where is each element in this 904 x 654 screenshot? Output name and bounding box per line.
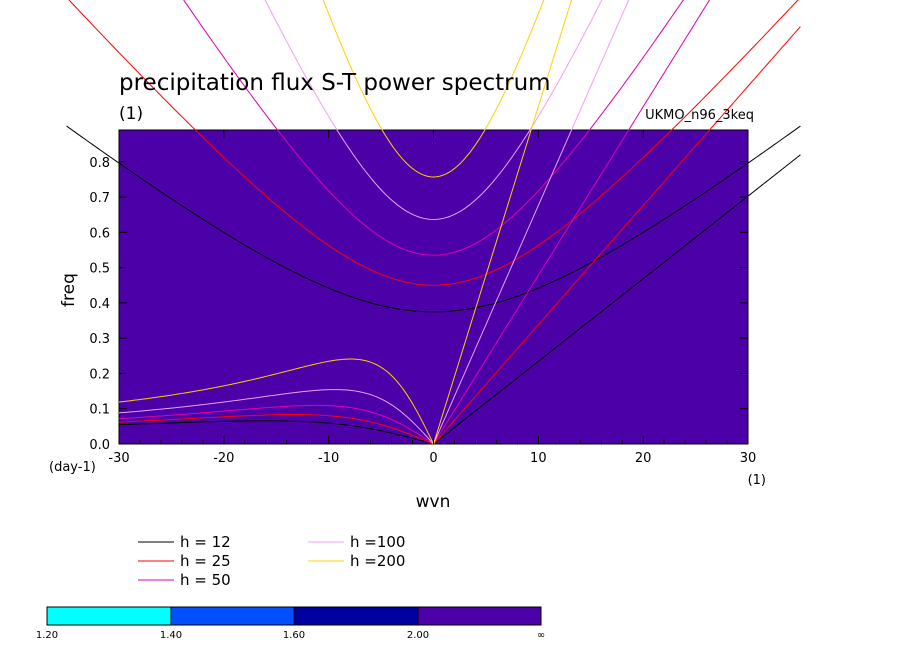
y-tick-label: 0.2 (89, 367, 110, 382)
colorbar-label: 2.00 (407, 630, 429, 641)
rossby-curve-h12 (118, 420, 434, 444)
y-units-label: (day-1) (49, 460, 96, 475)
colorbar-segment (170, 606, 295, 626)
y-tick-label: 0.6 (89, 226, 110, 241)
legend-label: h = 50 (180, 571, 231, 589)
y-tick-label: 0.5 (89, 262, 110, 277)
rossby-curve-h25 (118, 414, 434, 444)
colorbar-label: 1.20 (36, 630, 58, 641)
legend-label: h = 12 (180, 533, 231, 551)
inertia-gravity-curve-h200 (322, 0, 545, 178)
x-tick-label: 0 (429, 451, 437, 466)
inertia-gravity-curve-h100 (264, 0, 603, 220)
x-tick-label: -20 (213, 451, 234, 466)
rossby-curve-h200 (118, 358, 434, 444)
inertia-gravity-curve-h50 (183, 0, 684, 256)
y-tick-label: 0.0 (89, 438, 110, 453)
x-tick-label: 30 (740, 451, 757, 466)
y-axis-label: freq (59, 273, 79, 307)
kelvin-curve-h12 (433, 154, 801, 444)
y-tick-label: 0.1 (89, 403, 110, 418)
plot-area (118, 129, 749, 445)
colorbar-segment (46, 606, 172, 626)
x-tick-label: 10 (530, 451, 547, 466)
axes: -30 -20 -10 0 10 20 30 0.0 0.1 0.2 0.3 0.4 0.5 0.6 0.7… (89, 130, 756, 466)
rossby-curve-h50 (118, 404, 434, 444)
kelvin-curve-h100 (433, 0, 630, 444)
colorbar-segment (417, 606, 542, 626)
chart-subtitle: (1) (119, 104, 143, 124)
y-tick-label: 0.4 (89, 297, 110, 312)
x-axis-label: wvn (416, 492, 451, 512)
rossby-curve-h100 (118, 389, 434, 444)
y-tick-label: 0.7 (89, 191, 110, 206)
colorbar-label: 1.60 (283, 630, 305, 641)
dataset-label: UKMO_n96_3keq (645, 108, 754, 123)
y-tick-label: 0.3 (89, 332, 110, 347)
x-tick-label: -30 (108, 451, 129, 466)
legend-label: h = 25 (180, 552, 231, 570)
x-tick-label: 20 (635, 451, 652, 466)
kelvin-curve-h50 (433, 0, 711, 444)
inertia-gravity-curve-h12 (66, 125, 801, 313)
kelvin-curve-h25 (433, 26, 801, 444)
colorbar-label: ∞ (537, 630, 545, 641)
colorbar-segment (293, 606, 419, 626)
inertia-gravity-curve-h25 (68, 0, 799, 286)
chart-title: precipitation flux S-T power spectrum (119, 70, 551, 96)
legend-label: h =200 (350, 552, 405, 570)
legend-label: h =100 (350, 533, 405, 551)
dispersion-curves (66, 0, 801, 444)
x-units-label: (1) (748, 473, 766, 488)
kelvin-curve-h200 (433, 0, 573, 444)
x-tick-label: -10 (318, 451, 339, 466)
colorbar-label: 1.40 (160, 630, 182, 641)
y-tick-label: 0.8 (89, 156, 110, 171)
colorbar: 1.20 1.40 1.60 2.00 ∞ (36, 606, 545, 641)
